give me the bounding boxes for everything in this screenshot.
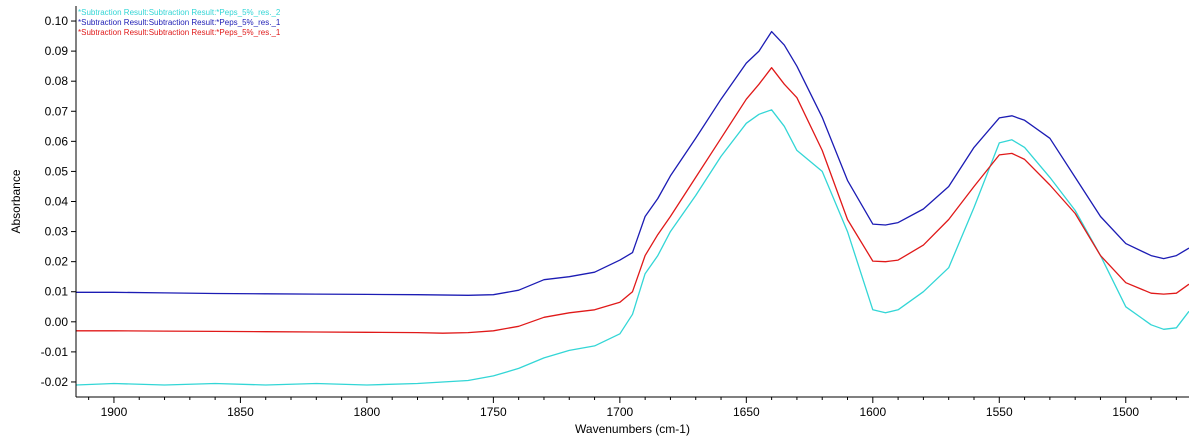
x-tick-label: 1650 [733,405,760,419]
series-line-3 [76,67,1189,334]
x-tick-label: 1850 [227,405,254,419]
x-tick-label: 1800 [354,405,381,419]
y-tick-label: -0.02 [41,375,69,389]
x-tick-label: 1750 [480,405,507,419]
series-line-2 [76,30,1189,296]
y-tick-label: 0.05 [45,164,69,178]
y-tick-label: 0.10 [45,14,69,28]
x-tick-label: 1550 [986,405,1013,419]
x-axis-title: Wavenumbers (cm-1) [575,422,690,436]
legend-entry-3: *Subtraction Result:Subtraction Result:*… [78,28,281,37]
series-line-1 [75,109,1189,386]
x-tick-label: 1600 [859,405,886,419]
y-tick-label: -0.01 [41,345,69,359]
y-tick-label: 0.03 [45,225,69,239]
y-tick-label: 0.06 [45,134,69,148]
y-tick-label: 0.04 [45,195,69,209]
y-axis: -0.02 -0.01 0.00 0.01 0.02 0.03 0.04 0.05 0.06 0.… [41,6,77,397]
y-axis-title: Absorbance [9,169,23,233]
legend-entry-2: *Subtraction Result:Subtraction Result:*… [78,18,281,27]
x-tick-label: 1700 [607,405,634,419]
y-tick-label: 0.02 [45,255,69,269]
y-tick-label: 0.01 [45,285,69,299]
series-layer [75,30,1189,386]
y-tick-label: 0.09 [45,44,69,58]
legend-entry-1: *Subtraction Result:Subtraction Result:*… [78,8,281,17]
x-axis: 1900 1850 1800 1750 1700 1650 1600 1550 1500 [76,396,1189,419]
y-tick-label: 0.08 [45,74,69,88]
x-tick-label: 1500 [1112,405,1139,419]
y-tick-label: 0.00 [45,315,69,329]
legend: *Subtraction Result:Subtraction Result:*… [78,8,281,37]
y-tick-label: 0.07 [45,104,69,118]
x-tick-label: 1900 [101,405,128,419]
